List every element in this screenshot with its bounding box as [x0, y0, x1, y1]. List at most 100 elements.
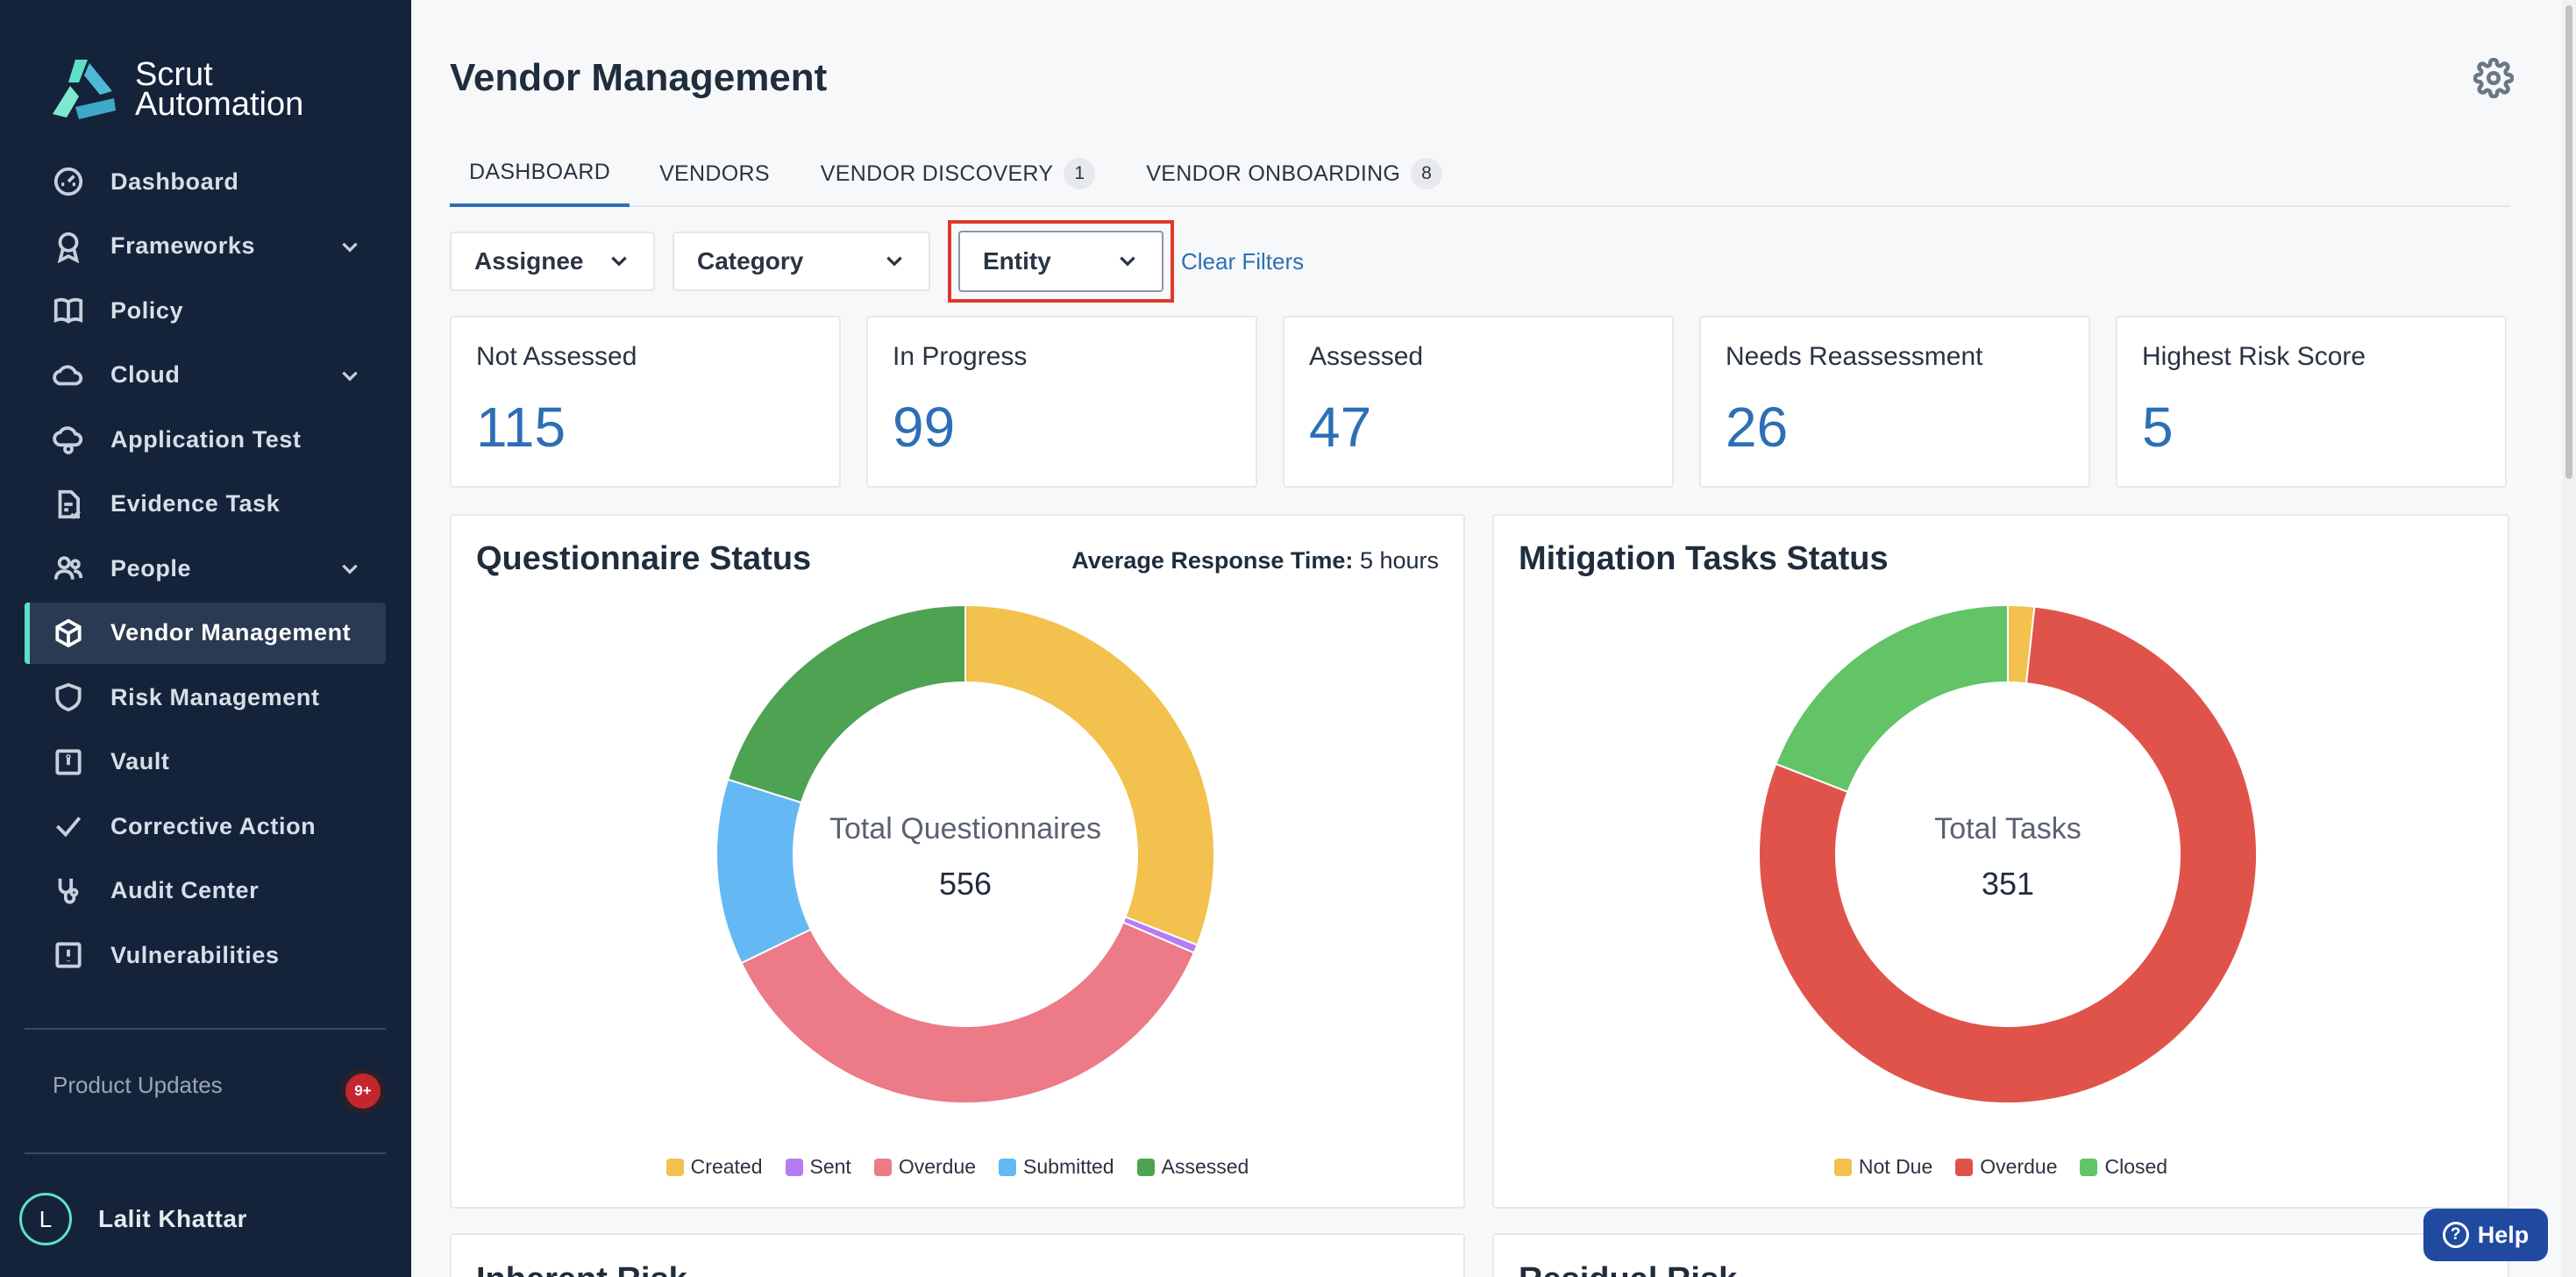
legend-swatch: [873, 1158, 892, 1176]
donut-center-value: 556: [939, 866, 992, 902]
brand-line-2: Automation: [135, 86, 304, 123]
sidebar-item-application-test[interactable]: Application Test: [25, 409, 386, 470]
scrut-logo-icon: [53, 60, 116, 119]
tab-vendor-onboarding[interactable]: VENDOR ONBOARDING 8: [1127, 140, 1462, 207]
category-filter[interactable]: Category: [672, 232, 930, 291]
mitigation-donut-chart[interactable]: Total Tasks 351: [1754, 600, 2262, 1109]
sidebar-item-audit-center[interactable]: Audit Center: [25, 860, 386, 922]
chevron-down-icon[interactable]: [338, 364, 361, 387]
user-profile[interactable]: L Lalit Khattar: [19, 1193, 247, 1245]
assignee-filter-label: Assignee: [474, 247, 584, 275]
stat-card-needs-reassessment[interactable]: Needs Reassessment 26: [1699, 316, 2090, 488]
scroll-thumb[interactable]: [2565, 5, 2572, 479]
logo[interactable]: Scrut Automation: [49, 56, 303, 123]
stat-label: Needs Reassessment: [1726, 342, 1983, 371]
entity-filter-label: Entity: [983, 247, 1051, 275]
legend-item-not-due[interactable]: Not Due: [1833, 1155, 1933, 1179]
stat-card-assessed[interactable]: Assessed 47: [1283, 316, 1674, 488]
stat-card-not-assessed[interactable]: Not Assessed 115: [450, 316, 841, 488]
mitigation-tasks-panel: Mitigation Tasks Status Total Tasks 351 N…: [1492, 514, 2509, 1209]
stat-value: 5: [2142, 396, 2174, 459]
sidebar-item-label: Risk Management: [110, 683, 320, 710]
sidebar-item-vault[interactable]: Vault: [25, 731, 386, 793]
entity-filter[interactable]: Entity: [958, 231, 1163, 292]
stat-label: Not Assessed: [476, 342, 637, 371]
sidebar-item-label: Evidence Task: [110, 490, 281, 517]
sidebar-item-policy[interactable]: Policy: [25, 280, 386, 341]
brand-line-1: Scrut: [135, 56, 213, 93]
donut-slice-overdue[interactable]: [740, 921, 1196, 1104]
tab-count-badge: 8: [1411, 158, 1443, 189]
legend-swatch: [1136, 1158, 1155, 1176]
people-icon: [51, 551, 86, 586]
legend-item-sent[interactable]: Sent: [785, 1155, 851, 1179]
award-icon: [51, 229, 86, 264]
sidebar-item-corrective-action[interactable]: Corrective Action: [25, 795, 386, 857]
legend-item-closed[interactable]: Closed: [2080, 1155, 2167, 1179]
sidebar-item-frameworks[interactable]: Frameworks: [25, 216, 386, 277]
sidebar-item-label: Cloud: [110, 361, 181, 388]
category-filter-label: Category: [697, 247, 804, 275]
average-response-value: 5 hours: [1359, 547, 1439, 574]
chevron-down-icon[interactable]: [338, 557, 361, 580]
donut-center-label: Total Tasks: [1934, 812, 2081, 845]
sidebar-item-risk-management[interactable]: Risk Management: [25, 667, 386, 728]
tab-label: VENDOR ONBOARDING: [1146, 161, 1401, 186]
panel-title: Questionnaire Status: [476, 540, 812, 577]
legend-label: Sent: [809, 1155, 851, 1178]
help-question-icon: ?: [2442, 1222, 2469, 1248]
legend-item-submitted[interactable]: Submitted: [999, 1155, 1114, 1179]
help-button[interactable]: ? Help: [2423, 1209, 2548, 1261]
legend-item-overdue[interactable]: Overdue: [1955, 1155, 2057, 1179]
sidebar-item-label: Frameworks: [110, 232, 256, 259]
chevron-down-icon[interactable]: [338, 235, 361, 258]
donut-slice-assessed[interactable]: [726, 603, 966, 804]
sidebar-item-label: Vendor Management: [110, 619, 352, 646]
clear-filters-link[interactable]: Clear Filters: [1181, 247, 1305, 275]
entity-filter-highlight: Entity: [948, 220, 1174, 303]
legend-item-overdue[interactable]: Overdue: [873, 1155, 976, 1179]
sidebar-item-dashboard[interactable]: Dashboard: [25, 151, 386, 212]
tab-label: DASHBOARD: [469, 159, 611, 184]
product-updates-link[interactable]: Product Updates: [53, 1072, 223, 1098]
donut-slice-overdue[interactable]: [1758, 605, 2258, 1104]
stat-card-in-progress[interactable]: In Progress 99: [866, 316, 1257, 488]
panel-title: Residual Risk: [1519, 1261, 1737, 1277]
box-icon: [51, 616, 86, 651]
donut-slice-submitted[interactable]: [715, 778, 813, 965]
sidebar-nav: Dashboard Frameworks Policy Cloud Applicatio…: [25, 151, 386, 989]
stat-card-highest-risk-score[interactable]: Highest Risk Score 5: [2116, 316, 2507, 488]
tab-vendors[interactable]: VENDORS: [640, 140, 789, 207]
sidebar-item-vendor-management[interactable]: Vendor Management: [25, 602, 386, 664]
legend-label: Submitted: [1023, 1155, 1114, 1178]
stat-cards: Not Assessed 115 In Progress 99 Assessed 47 Ne…: [450, 316, 2507, 488]
tab-vendor-discovery[interactable]: VENDOR DISCOVERY 1: [801, 140, 1115, 207]
assignee-filter[interactable]: Assignee: [450, 232, 655, 291]
questionnaire-donut-chart[interactable]: Total Questionnaires 556: [711, 600, 1220, 1109]
stethoscope-icon: [51, 874, 86, 909]
chevron-down-icon: [1120, 256, 1135, 267]
sidebar-item-people[interactable]: People: [25, 538, 386, 599]
panel-title: Inherent Risk: [476, 1261, 687, 1277]
legend-swatch: [785, 1158, 803, 1176]
donut-slice-closed[interactable]: [1775, 603, 2009, 794]
check-icon: [51, 809, 86, 844]
legend-label: Assessed: [1161, 1155, 1249, 1178]
legend-item-created[interactable]: Created: [665, 1155, 763, 1179]
legend-label: Not Due: [1858, 1155, 1933, 1178]
sidebar-item-cloud[interactable]: Cloud: [25, 345, 386, 406]
legend-label: Closed: [2104, 1155, 2168, 1178]
stat-value: 26: [1726, 396, 1789, 459]
sidebar-item-label: Dashboard: [110, 168, 239, 195]
scrollbar[interactable]: [2562, 0, 2576, 1277]
stat-label: Highest Risk Score: [2142, 342, 2366, 371]
sidebar-item-evidence-task[interactable]: Evidence Task: [25, 474, 386, 535]
settings-gear-icon[interactable]: [2473, 57, 2515, 99]
user-name: Lalit Khattar: [98, 1205, 247, 1232]
chevron-down-icon: [611, 256, 627, 267]
sidebar-item-vulnerabilities[interactable]: Vulnerabilities: [25, 924, 386, 986]
legend-label: Overdue: [1980, 1155, 2058, 1178]
donut-slice-created[interactable]: [964, 603, 1215, 946]
tab-dashboard[interactable]: DASHBOARD: [450, 140, 630, 207]
legend-item-assessed[interactable]: Assessed: [1136, 1155, 1249, 1179]
